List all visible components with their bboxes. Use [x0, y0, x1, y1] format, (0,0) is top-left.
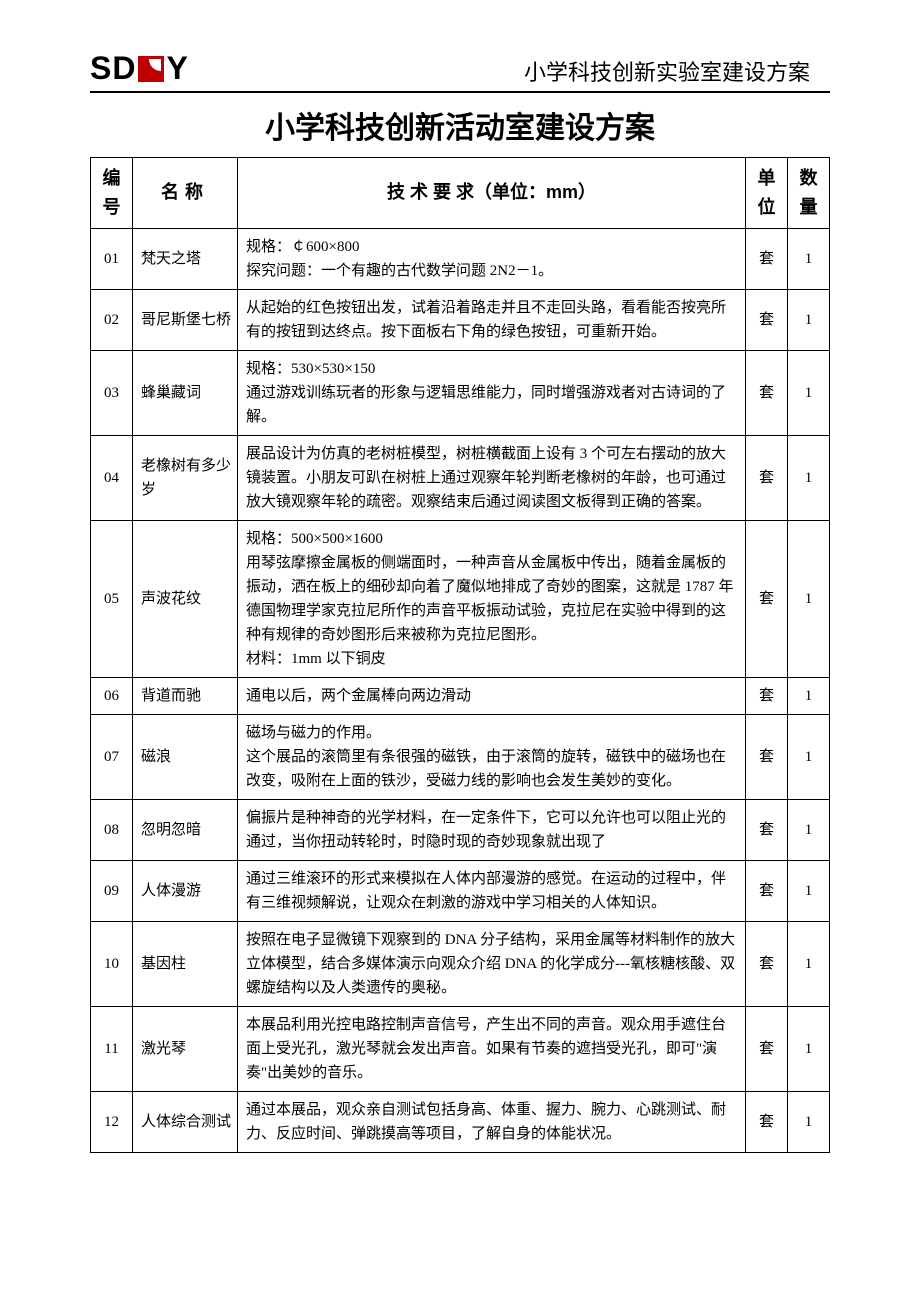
cell-qty: 1	[788, 860, 830, 921]
cell-qty: 1	[788, 921, 830, 1006]
cell-desc: 磁场与磁力的作用。 这个展品的滚筒里有条很强的磁铁，由于滚筒的旋转，磁铁中的磁场…	[238, 714, 746, 799]
cell-desc: 通过本展品，观众亲自测试包括身高、体重、握力、腕力、心跳测试、耐力、反应时间、弹…	[238, 1091, 746, 1152]
col-header-desc: 技 术 要 求（单位：mm）	[238, 158, 746, 229]
cell-unit: 套	[746, 860, 788, 921]
spec-table: 编号 名称 技 术 要 求（单位：mm） 单位 数量 01梵天之塔规格：￠600…	[90, 157, 830, 1153]
cell-qty: 1	[788, 714, 830, 799]
cell-name: 磁浪	[133, 714, 238, 799]
cell-name: 背道而驰	[133, 677, 238, 714]
table-row: 10基因柱按照在电子显微镜下观察到的 DNA 分子结构，采用金属等材料制作的放大…	[91, 921, 830, 1006]
cell-id: 07	[91, 714, 133, 799]
cell-id: 02	[91, 289, 133, 350]
cell-qty: 1	[788, 799, 830, 860]
cell-desc: 从起始的红色按钮出发，试着沿着路走并且不走回头路，看看能否按亮所有的按钮到达终点…	[238, 289, 746, 350]
cell-id: 05	[91, 520, 133, 677]
cell-id: 11	[91, 1006, 133, 1091]
cell-unit: 套	[746, 1006, 788, 1091]
col-header-unit: 单位	[746, 158, 788, 229]
header-subtitle: 小学科技创新实验室建设方案	[524, 55, 830, 87]
cell-qty: 1	[788, 1006, 830, 1091]
table-row: 11激光琴本展品利用光控电路控制声音信号，产生出不同的声音。观众用手遮住台面上受…	[91, 1006, 830, 1091]
cell-name: 激光琴	[133, 1006, 238, 1091]
cell-qty: 1	[788, 677, 830, 714]
cell-id: 04	[91, 435, 133, 520]
cell-desc: 偏振片是种神奇的光学材料，在一定条件下，它可以允许也可以阻止光的通过，当你扭动转…	[238, 799, 746, 860]
cell-name: 梵天之塔	[133, 228, 238, 289]
cell-unit: 套	[746, 289, 788, 350]
cell-unit: 套	[746, 799, 788, 860]
col-header-qty: 数量	[788, 158, 830, 229]
table-header-row: 编号 名称 技 术 要 求（单位：mm） 单位 数量	[91, 158, 830, 229]
cell-desc: 规格：500×500×1600 用琴弦摩擦金属板的侧端面时，一种声音从金属板中传…	[238, 520, 746, 677]
col-header-name: 名称	[133, 158, 238, 229]
logo: SD Y	[90, 50, 189, 87]
cell-desc: 通过三维滚环的形式来模拟在人体内部漫游的感觉。在运动的过程中，伴有三维视频解说，…	[238, 860, 746, 921]
cell-id: 10	[91, 921, 133, 1006]
cell-desc: 通电以后，两个金属棒向两边滑动	[238, 677, 746, 714]
table-row: 01梵天之塔规格：￠600×800 探究问题：一个有趣的古代数学问题 2N2－1…	[91, 228, 830, 289]
cell-id: 01	[91, 228, 133, 289]
cell-name: 蜂巢藏词	[133, 350, 238, 435]
cell-id: 08	[91, 799, 133, 860]
table-row: 06背道而驰通电以后，两个金属棒向两边滑动套1	[91, 677, 830, 714]
cell-unit: 套	[746, 435, 788, 520]
cell-desc: 按照在电子显微镜下观察到的 DNA 分子结构，采用金属等材料制作的放大立体模型，…	[238, 921, 746, 1006]
cell-desc: 展品设计为仿真的老树桩模型，树桩横截面上设有 3 个可左右摆动的放大镜装置。小朋…	[238, 435, 746, 520]
page-title: 小学科技创新活动室建设方案	[90, 103, 830, 147]
page-header: SD Y 小学科技创新实验室建设方案	[90, 50, 830, 93]
cell-qty: 1	[788, 520, 830, 677]
cell-unit: 套	[746, 228, 788, 289]
cell-id: 09	[91, 860, 133, 921]
cell-id: 03	[91, 350, 133, 435]
table-row: 03蜂巢藏词规格：530×530×150 通过游戏训练玩者的形象与逻辑思维能力，…	[91, 350, 830, 435]
table-row: 02哥尼斯堡七桥从起始的红色按钮出发，试着沿着路走并且不走回头路，看看能否按亮所…	[91, 289, 830, 350]
cell-name: 基因柱	[133, 921, 238, 1006]
table-row: 12人体综合测试通过本展品，观众亲自测试包括身高、体重、握力、腕力、心跳测试、耐…	[91, 1091, 830, 1152]
logo-icon	[138, 56, 164, 82]
cell-id: 06	[91, 677, 133, 714]
cell-qty: 1	[788, 1091, 830, 1152]
cell-desc: 规格：￠600×800 探究问题：一个有趣的古代数学问题 2N2－1。	[238, 228, 746, 289]
table-row: 05声波花纹 规格：500×500×1600 用琴弦摩擦金属板的侧端面时，一种声…	[91, 520, 830, 677]
cell-name: 哥尼斯堡七桥	[133, 289, 238, 350]
cell-unit: 套	[746, 714, 788, 799]
cell-qty: 1	[788, 435, 830, 520]
table-row: 09人体漫游通过三维滚环的形式来模拟在人体内部漫游的感觉。在运动的过程中，伴有三…	[91, 860, 830, 921]
table-row: 07磁浪磁场与磁力的作用。 这个展品的滚筒里有条很强的磁铁，由于滚筒的旋转，磁铁…	[91, 714, 830, 799]
logo-text-right: Y	[166, 50, 188, 87]
cell-qty: 1	[788, 350, 830, 435]
cell-unit: 套	[746, 350, 788, 435]
cell-id: 12	[91, 1091, 133, 1152]
cell-desc: 本展品利用光控电路控制声音信号，产生出不同的声音。观众用手遮住台面上受光孔，激光…	[238, 1006, 746, 1091]
table-row: 08忽明忽暗偏振片是种神奇的光学材料，在一定条件下，它可以允许也可以阻止光的通过…	[91, 799, 830, 860]
cell-qty: 1	[788, 289, 830, 350]
table-body: 01梵天之塔规格：￠600×800 探究问题：一个有趣的古代数学问题 2N2－1…	[91, 228, 830, 1152]
logo-text-left: SD	[90, 50, 136, 87]
col-header-id: 编号	[91, 158, 133, 229]
cell-name: 忽明忽暗	[133, 799, 238, 860]
cell-desc: 规格：530×530×150 通过游戏训练玩者的形象与逻辑思维能力，同时增强游戏…	[238, 350, 746, 435]
table-row: 04老橡树有多少岁展品设计为仿真的老树桩模型，树桩横截面上设有 3 个可左右摆动…	[91, 435, 830, 520]
cell-name: 人体综合测试	[133, 1091, 238, 1152]
cell-name: 声波花纹	[133, 520, 238, 677]
cell-qty: 1	[788, 228, 830, 289]
cell-unit: 套	[746, 1091, 788, 1152]
cell-name: 人体漫游	[133, 860, 238, 921]
cell-unit: 套	[746, 921, 788, 1006]
cell-unit: 套	[746, 520, 788, 677]
cell-name: 老橡树有多少岁	[133, 435, 238, 520]
cell-unit: 套	[746, 677, 788, 714]
